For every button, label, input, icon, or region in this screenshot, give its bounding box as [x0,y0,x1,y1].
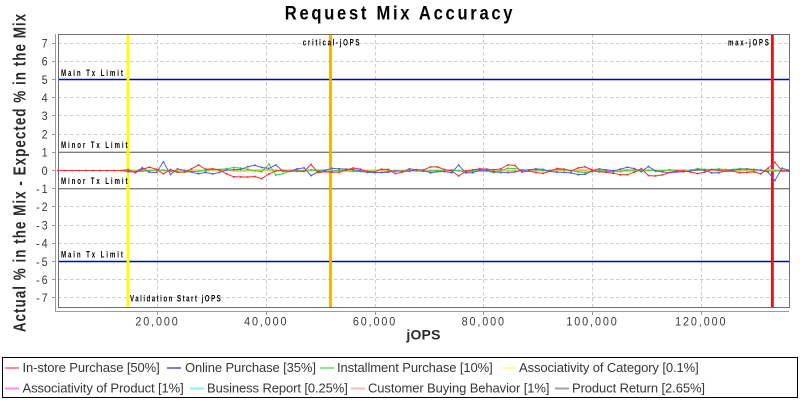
svg-text:-3: -3 [36,220,49,233]
svg-text:Associativity of Product [1%]: Associativity of Product [1%] [23,381,184,396]
svg-text:3: 3 [42,111,50,124]
svg-text:-7: -7 [36,293,49,306]
svg-text:Associativity of Category [0.1: Associativity of Category [0.1%] [519,360,699,375]
svg-text:40,000: 40,000 [244,316,288,329]
svg-text:Minor Tx Limit: Minor Tx Limit [61,140,129,151]
svg-text:Actual % in the Mix - Expected: Actual % in the Mix - Expected % in the … [11,13,30,332]
svg-text:1: 1 [42,147,50,160]
svg-text:-6: -6 [36,275,49,288]
svg-text:jOPS: jOPS [405,327,440,343]
svg-text:-5: -5 [36,256,49,269]
svg-text:Main Tx Limit: Main Tx Limit [61,249,125,260]
svg-text:100,000: 100,000 [566,316,618,329]
svg-text:4: 4 [42,93,50,106]
svg-text:-4: -4 [36,238,49,251]
svg-text:6: 6 [42,56,50,69]
svg-text:Main Tx Limit: Main Tx Limit [61,68,125,79]
svg-text:0: 0 [42,165,50,178]
svg-text:Business Report [0.25%]: Business Report [0.25%] [207,381,348,396]
svg-text:In-store Purchase [50%]: In-store Purchase [50%] [23,360,160,375]
svg-text:critical-jOPS: critical-jOPS [303,37,361,48]
svg-text:Online Purchase [35%]: Online Purchase [35%] [185,360,316,375]
svg-text:60,000: 60,000 [353,316,397,329]
svg-text:120,000: 120,000 [675,316,727,329]
svg-text:Customer Buying Behavior [1%]: Customer Buying Behavior [1%] [368,381,549,396]
svg-text:80,000: 80,000 [462,316,506,329]
svg-text:-2: -2 [36,202,49,215]
svg-text:Request Mix Accuracy: Request Mix Accuracy [285,2,515,24]
svg-text:5: 5 [42,74,50,87]
svg-text:20,000: 20,000 [135,316,179,329]
svg-text:7: 7 [42,38,50,51]
svg-text:2: 2 [42,129,50,142]
svg-text:Product Return [2.65%]: Product Return [2.65%] [572,381,705,396]
svg-text:Installment Purchase [10%]: Installment Purchase [10%] [337,360,493,375]
svg-text:max-jOPS: max-jOPS [728,37,771,48]
svg-text:-1: -1 [36,184,49,197]
svg-text:Minor Tx Limit: Minor Tx Limit [61,176,129,187]
svg-text:Validation Start jOPS: Validation Start jOPS [130,293,222,304]
